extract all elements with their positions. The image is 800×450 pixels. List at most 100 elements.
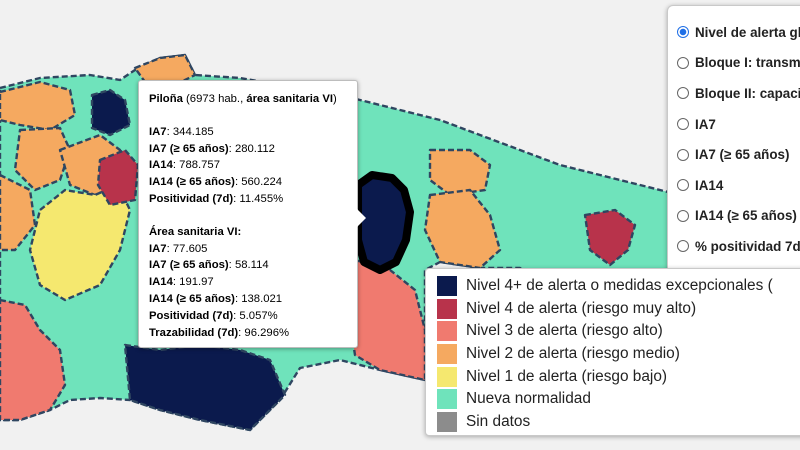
area-stat-value: 5.057%: [239, 309, 278, 322]
legend-item: Nivel 3 de alerta (riesgo alto): [437, 320, 800, 343]
municipality-region[interactable]: [90, 88, 132, 137]
municipality-region[interactable]: [583, 208, 637, 267]
radio-option[interactable]: IA14 (≥ 65 años): [668, 201, 800, 232]
legend-item: Nivel 2 de alerta (riesgo medio): [437, 343, 800, 366]
area-title-text: Área sanitaria VI:: [149, 225, 242, 238]
area-stat-label: IA7: [149, 242, 167, 255]
municipality-stat-value: 788.757: [179, 159, 220, 172]
tooltip-municipality-detail: (6973 hab.,: [182, 93, 247, 105]
legend-label: Nivel 2 de alerta (riesgo medio): [466, 345, 680, 363]
municipality-stat-label: IA7: [149, 125, 167, 138]
map-legend: Nivel 4+ de alerta o medidas excepcional…: [425, 268, 800, 436]
area-stat-value: 191.97: [179, 276, 214, 289]
radio-option[interactable]: % positividad 7d: [668, 231, 800, 262]
area-stats: IA7: 77.605 IA7 (≥ 65 años): 58.114 IA14: …: [149, 241, 347, 342]
municipality-region[interactable]: [123, 343, 287, 432]
radio-button[interactable]: [677, 26, 689, 39]
radio-button[interactable]: [677, 148, 689, 161]
radio-button[interactable]: [677, 118, 689, 131]
area-stat-label: IA7 (≥ 65 años): [149, 259, 229, 272]
municipality-stat: IA14: 788.757: [149, 159, 220, 172]
radio-button[interactable]: [677, 209, 689, 222]
legend-swatch: [437, 298, 457, 319]
tooltip-municipality-close: ): [333, 93, 337, 105]
municipality-stat: IA7 (≥ 65 años): 280.112: [149, 142, 275, 155]
municipality-stat-value: 11.455%: [239, 192, 284, 205]
municipality-region[interactable]: [423, 188, 502, 270]
radio-button[interactable]: [677, 87, 689, 100]
municipality-stat-label: Positividad (7d): [149, 192, 234, 205]
municipality-region[interactable]: [428, 148, 492, 197]
municipality-stat-value: 560.224: [241, 176, 283, 189]
legend-item: Nivel 4+ de alerta o medidas excepcional…: [437, 275, 800, 298]
area-stat-value: 77.605: [172, 242, 208, 255]
municipality-stats: IA7: 344.185 IA7 (≥ 65 años): 280.112 IA14…: [149, 124, 347, 208]
municipality-region[interactable]: [0, 298, 67, 422]
legend-item: Sin datos: [437, 411, 800, 434]
legend-label: Nivel 4 de alerta (riesgo muy alto): [466, 299, 697, 317]
radio-button[interactable]: [677, 56, 689, 69]
municipality-region[interactable]: [13, 126, 72, 192]
radio-label: Bloque II: capacidad: [695, 85, 800, 101]
radio-label: Nivel de alerta global: [695, 24, 800, 40]
area-stat: IA14 (≥ 65 años): 138.021: [149, 292, 283, 305]
municipality-stat: IA7: 344.185: [149, 125, 214, 138]
legend-label: Sin datos: [466, 412, 531, 430]
legend-item: Nivel 4 de alerta (riesgo muy alto): [437, 298, 800, 321]
legend-swatch: [437, 276, 457, 297]
area-stat-label: IA14 (≥ 65 años): [149, 292, 235, 305]
area-title: Área sanitaria VI:: [149, 224, 347, 241]
area-stat-value: 58.114: [234, 259, 269, 272]
legend-label: Nueva normalidad: [466, 390, 591, 408]
legend-item: Nueva normalidad: [437, 388, 800, 411]
radio-button[interactable]: [677, 179, 689, 192]
legend-swatch: [437, 389, 457, 410]
radio-label: IA14 (≥ 65 años): [695, 208, 797, 224]
legend-label: Nivel 3 de alerta (riesgo alto): [466, 322, 663, 340]
radio-option[interactable]: IA7: [668, 109, 800, 140]
layer-selector: Nivel de alerta global Bloque I: transmis…: [667, 5, 800, 290]
municipality-stat-label: IA7 (≥ 65 años): [149, 142, 229, 155]
municipality-stat-value: 344.185: [172, 125, 214, 138]
legend-label: Nivel 4+ de alerta o medidas excepcional…: [466, 277, 773, 295]
radio-option[interactable]: Nivel de alerta global: [668, 17, 800, 48]
radio-label: Bloque I: transmisión: [695, 55, 800, 71]
radio-option[interactable]: Bloque I: transmisión: [668, 48, 800, 79]
municipality-region[interactable]: [0, 173, 37, 252]
area-stat: IA14: 191.97: [149, 276, 214, 289]
tooltip-arrow: [357, 209, 366, 227]
legend-swatch: [437, 411, 457, 432]
radio-button[interactable]: [677, 240, 689, 253]
municipality-tooltip: Piloña (6973 hab., área sanitaria VI) IA…: [138, 80, 366, 348]
area-stat-label: Positividad (7d): [149, 309, 234, 322]
legend-label: Nivel 1 de alerta (riesgo bajo): [466, 367, 668, 385]
legend-swatch: [437, 344, 457, 365]
radio-label: IA7 (≥ 65 años): [695, 147, 790, 163]
radio-option[interactable]: Bloque II: capacidad: [668, 78, 800, 109]
area-stat-value: 96.296%: [244, 326, 290, 339]
municipality-region[interactable]: [28, 183, 132, 302]
municipality-stat-value: 280.112: [234, 142, 275, 155]
legend-item: Nivel 1 de alerta (riesgo bajo): [437, 365, 800, 388]
radio-option[interactable]: IA14: [668, 170, 800, 201]
radio-label: % positividad 7d: [695, 238, 800, 254]
municipality-region[interactable]: [96, 148, 140, 207]
municipality-stat-label: IA14 (≥ 65 años): [149, 176, 235, 189]
area-stat-label: IA14: [149, 276, 173, 289]
area-stat: IA7 (≥ 65 años): 58.114: [149, 259, 269, 272]
area-stat: IA7: 77.605: [149, 242, 208, 255]
radio-option[interactable]: IA7 (≥ 65 años): [668, 139, 800, 170]
municipality-region[interactable]: [0, 80, 77, 132]
municipality-stat-label: IA14: [149, 159, 173, 172]
tooltip-municipality-area: área sanitaria VI: [246, 93, 334, 105]
municipality-stat: Positividad (7d): 11.455%: [149, 192, 284, 205]
legend-swatch: [437, 366, 457, 387]
municipality-stat: IA14 (≥ 65 años): 560.224: [149, 176, 283, 189]
area-stat: Positividad (7d): 5.057%: [149, 309, 278, 322]
area-stat-value: 138.021: [241, 292, 283, 305]
selected-municipality-pilona[interactable]: [354, 171, 414, 274]
tooltip-title: Piloña (6973 hab., área sanitaria VI): [149, 91, 347, 108]
area-stat: Trazabilidad (7d): 96.296%: [149, 326, 290, 339]
tooltip-municipality-name: Piloña: [149, 93, 183, 105]
radio-label: IA14: [695, 177, 724, 193]
